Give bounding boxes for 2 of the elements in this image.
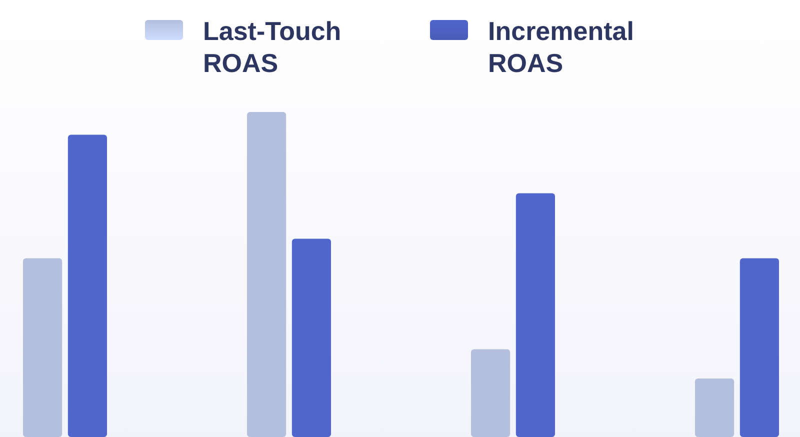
legend-label: Last-Touch ROAS	[203, 16, 342, 78]
legend-label: Incremental ROAS	[488, 16, 634, 78]
